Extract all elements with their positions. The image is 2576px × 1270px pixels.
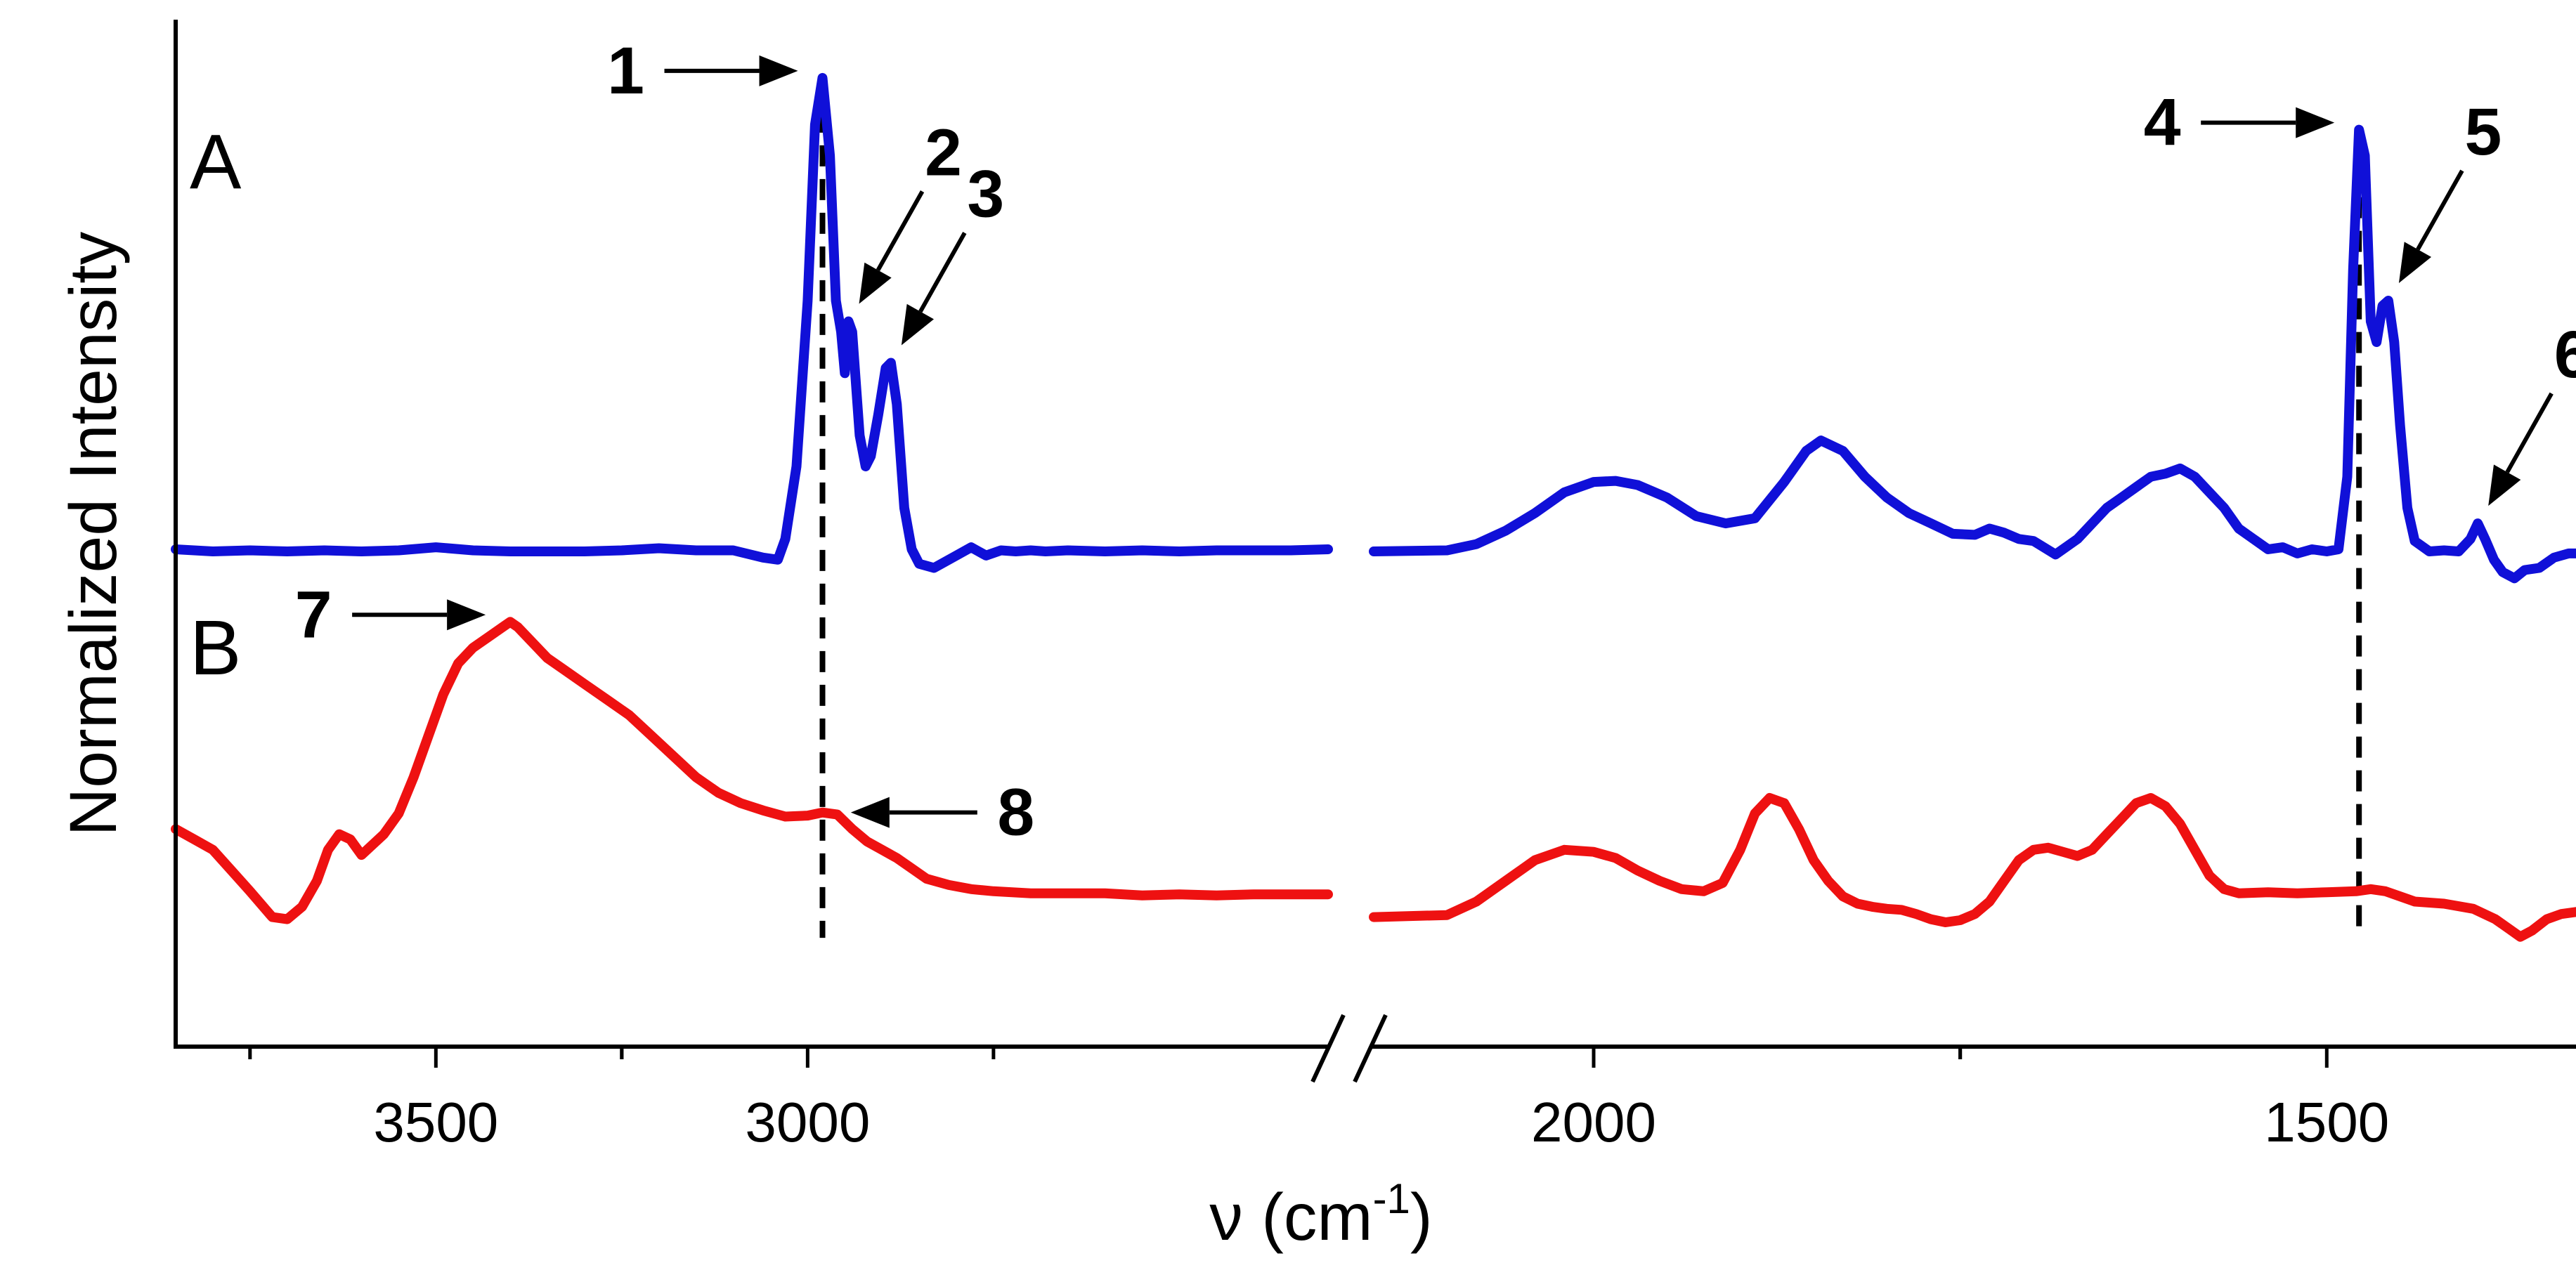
peak-annotation-6: 6 (2488, 318, 2576, 506)
peak-number-label: 8 (997, 775, 1034, 850)
spectrum-b-line (1369, 793, 2576, 942)
x-tick-label: 2000 (1531, 1091, 1656, 1153)
x-tick-label: 3000 (745, 1091, 870, 1153)
panel-label-b: B (190, 605, 241, 691)
peak-annotation-2: 2 (859, 116, 962, 304)
peak-number-label: 1 (607, 34, 644, 108)
peak-number-label: 6 (2554, 318, 2576, 392)
x-axis-title-sup: -1 (1373, 1175, 1410, 1222)
x-axis-title: ν (cm-1) (1209, 1175, 1432, 1255)
x-axis-title-close: ) (1410, 1180, 1433, 1255)
peak-number-label: 5 (2464, 95, 2502, 169)
peak-annotation-4: 4 (2144, 86, 2335, 160)
peak-annotation-8: 8 (850, 775, 1034, 850)
reference-lines (819, 77, 2362, 938)
panel-label-a: A (190, 119, 242, 205)
arrow-head (759, 55, 798, 86)
arrow-shaft (918, 232, 967, 313)
arrow-head (850, 797, 890, 828)
x-tick-label: 3500 (373, 1091, 498, 1153)
arrow-head (2296, 107, 2335, 138)
arrow-shaft (876, 190, 925, 272)
peak-number-label: 7 (295, 577, 332, 652)
arrow-head (859, 262, 892, 304)
spectrum-b-line (171, 617, 1333, 924)
peak-number-label: 4 (2144, 86, 2181, 160)
series-layer (171, 72, 2576, 942)
spectrum-a-line (1369, 124, 2576, 584)
x-ticks: 3500 3000 2000 1500 (248, 1047, 2389, 1153)
y-axis-title: Normalized Intensity (56, 231, 131, 836)
peak-annotation-1: 1 (607, 34, 798, 108)
peak-number-label: 3 (967, 157, 1004, 232)
x-axis-title-main: ν (cm (1209, 1180, 1372, 1255)
peak-annotation-7: 7 (295, 577, 486, 652)
arrow-shaft (2416, 169, 2464, 251)
peak-annotation-3: 3 (901, 157, 1004, 346)
arrow-head (2488, 464, 2521, 506)
peak-annotation-5: 5 (2398, 95, 2502, 283)
spectrum-a-line (171, 72, 1333, 573)
peak-number-label: 2 (925, 116, 962, 190)
arrow-head (447, 599, 486, 631)
arrow-head (2398, 242, 2432, 283)
x-tick-label: 1500 (2264, 1091, 2389, 1153)
arrow-shaft (2505, 392, 2554, 473)
arrow-head (901, 303, 934, 346)
axis-break-mark (1310, 1014, 1388, 1083)
